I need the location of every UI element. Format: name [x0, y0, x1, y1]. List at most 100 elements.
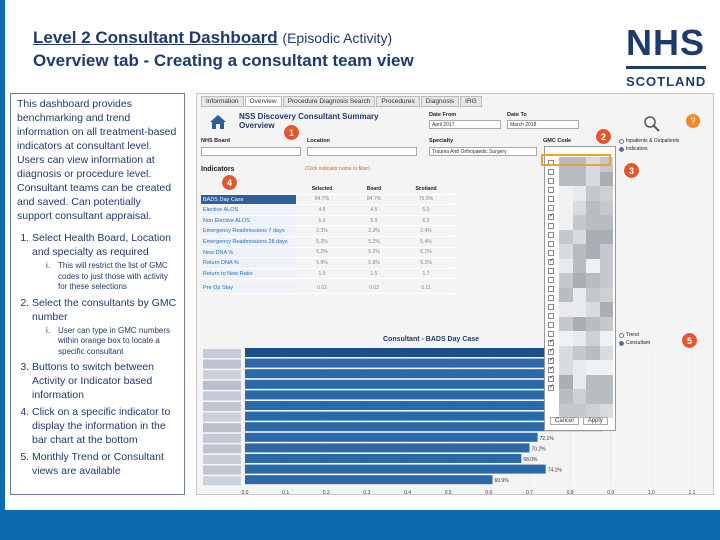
gmc-checkbox[interactable] — [548, 257, 554, 265]
date-to-select[interactable]: March 2018 — [507, 120, 579, 129]
gmc-list-cell — [599, 331, 613, 346]
table-row[interactable]: Return DNA % 5.8% 5.8% 6.1% — [201, 258, 455, 269]
radio-indicators[interactable] — [619, 146, 624, 152]
date-from-select[interactable]: April 2017 — [429, 120, 501, 129]
table-row[interactable]: BADS Day Case 84.7% 84.7% 76.5% — [201, 194, 455, 206]
tab-information[interactable]: Information — [201, 96, 244, 107]
table-row[interactable]: New DNA % 5.2% 5.2% 6.1% — [201, 247, 455, 259]
indicator-name[interactable]: BADS Day Case — [201, 194, 296, 205]
gmc-checkbox[interactable] — [548, 304, 554, 310]
gmc-checkbox[interactable] — [548, 223, 554, 229]
gmc-checkbox[interactable] — [548, 232, 554, 238]
tab-irg[interactable]: IRG — [460, 96, 482, 107]
gmc-checkbox[interactable] — [548, 383, 554, 391]
gmc-list-row — [559, 200, 613, 215]
bar[interactable] — [245, 432, 538, 442]
cancel-button[interactable]: Cancel — [550, 417, 579, 425]
gmc-checkbox[interactable] — [548, 277, 554, 283]
gmc-list-cell — [586, 403, 600, 418]
specialty-select[interactable]: Trauma And Orthopaedic Surgery — [429, 147, 537, 156]
bar[interactable] — [245, 369, 591, 379]
nhs-board-select[interactable] — [201, 147, 301, 156]
apply-button[interactable]: Apply — [582, 417, 608, 425]
bar[interactable] — [245, 401, 599, 410]
gmc-list-row — [559, 171, 613, 186]
bar[interactable] — [245, 443, 530, 453]
gmc-checkbox[interactable] — [548, 286, 554, 292]
gmc-checkbox[interactable] — [548, 313, 554, 319]
radio-consultant[interactable] — [619, 340, 624, 346]
x-tick-label: 0.8 — [567, 490, 574, 495]
indicator-name[interactable]: Emergency Readmissions 7 days — [201, 226, 296, 236]
gmc-checkbox[interactable] — [548, 212, 554, 220]
tab-procedure-diagnosis-search[interactable]: Procedure Diagnosis Search — [282, 96, 376, 107]
gmc-checkbox[interactable] — [548, 338, 554, 346]
bar[interactable] — [245, 348, 591, 357]
tab-diagnosis[interactable]: Diagnosis — [420, 96, 460, 107]
gmc-checkbox[interactable] — [548, 331, 554, 337]
tab-procedures[interactable]: Procedures — [376, 96, 420, 107]
gmc-checkbox[interactable] — [548, 322, 554, 328]
gmc-search-highlight[interactable] — [541, 154, 611, 166]
table-row[interactable]: Emergency Readmissions 7 days 2.3% 2.3% … — [201, 226, 455, 237]
gmc-checkbox[interactable] — [548, 169, 554, 175]
indicator-name[interactable]: Return to New Ratio — [201, 268, 296, 279]
gmc-checkbox[interactable] — [548, 268, 554, 274]
radio-inpatients[interactable] — [619, 138, 624, 144]
callout-badge-4: 4 — [221, 174, 238, 191]
bar[interactable] — [245, 379, 595, 389]
bar[interactable] — [245, 411, 599, 421]
gmc-checkbox[interactable] — [548, 196, 554, 202]
table-row[interactable]: Elective ALOS 4.5 4.5 5.0 — [201, 205, 455, 216]
table-row[interactable]: Non Elective ALOS 5.9 5.9 6.5 — [201, 215, 455, 227]
gmc-checkbox[interactable] — [548, 241, 554, 247]
gmc-checkbox[interactable] — [548, 347, 554, 355]
gmc-checkbox[interactable] — [548, 250, 554, 256]
gmc-checkbox[interactable] — [548, 178, 554, 184]
tab-overview[interactable]: Overview — [244, 96, 282, 107]
toggle-indicators[interactable]: Indicators — [619, 146, 648, 152]
gmc-checkbox[interactable] — [548, 295, 554, 301]
bar[interactable] — [245, 454, 522, 463]
gmc-list-cell — [586, 345, 600, 360]
bar[interactable] — [245, 464, 546, 474]
indicator-name[interactable]: New DNA % — [201, 247, 296, 258]
consultant-label-blurred — [203, 370, 241, 380]
gmc-checkbox[interactable] — [548, 365, 554, 373]
table-row[interactable]: Emergency Readmissions 28 days 5.2% 5.2%… — [201, 236, 455, 248]
indicator-name[interactable]: Elective ALOS — [201, 205, 296, 215]
help-icon[interactable]: ? — [684, 112, 702, 130]
gmc-list-cell — [572, 171, 586, 186]
search-zoom-icon[interactable] — [641, 114, 663, 134]
indicator-name[interactable]: Non Elective ALOS — [201, 215, 296, 226]
logo-scotland-text: SCOTLAND — [626, 74, 707, 89]
gmc-checkbox[interactable] — [548, 187, 554, 193]
x-tick-label: 0.5 — [445, 490, 452, 495]
indicator-name[interactable]: Return DNA % — [201, 258, 296, 268]
bar[interactable] — [245, 422, 603, 432]
bar[interactable] — [245, 475, 493, 485]
table-row[interactable]: Return to New Ratio 1.5 1.5 1.7 — [201, 268, 455, 280]
gmc-list-cell — [559, 374, 573, 389]
gmc-list-cell — [599, 287, 613, 302]
bar[interactable] — [245, 390, 595, 400]
table-row[interactable]: Pre Op Stay 0.02 0.02 0.11 — [201, 283, 455, 294]
gmc-checkbox[interactable] — [548, 374, 554, 382]
consultant-label-blurred — [203, 433, 241, 443]
description-box: This dashboard provides benchmarking and… — [10, 93, 185, 495]
view-trend-option[interactable]: Trend — [619, 332, 639, 338]
location-select[interactable] — [307, 147, 417, 156]
radio-trend[interactable] — [619, 332, 624, 338]
bar[interactable] — [245, 358, 591, 368]
x-tick-label: 0.9 — [607, 490, 614, 495]
home-icon[interactable] — [209, 114, 227, 130]
indicator-name[interactable]: Pre Op Stay — [201, 283, 296, 293]
gmc-checkbox[interactable] — [548, 356, 554, 364]
indicator-name[interactable]: Emergency Readmissions 28 days — [201, 236, 296, 247]
gmc-checkbox[interactable] — [548, 205, 554, 211]
x-tick-label: 1.0 — [648, 490, 655, 495]
toggle-inpatients-outpatients[interactable]: Inpatients & Outpatients — [619, 138, 679, 144]
view-consultant-option[interactable]: Consultant — [619, 340, 650, 346]
gmc-code-dropdown[interactable] — [544, 146, 616, 431]
